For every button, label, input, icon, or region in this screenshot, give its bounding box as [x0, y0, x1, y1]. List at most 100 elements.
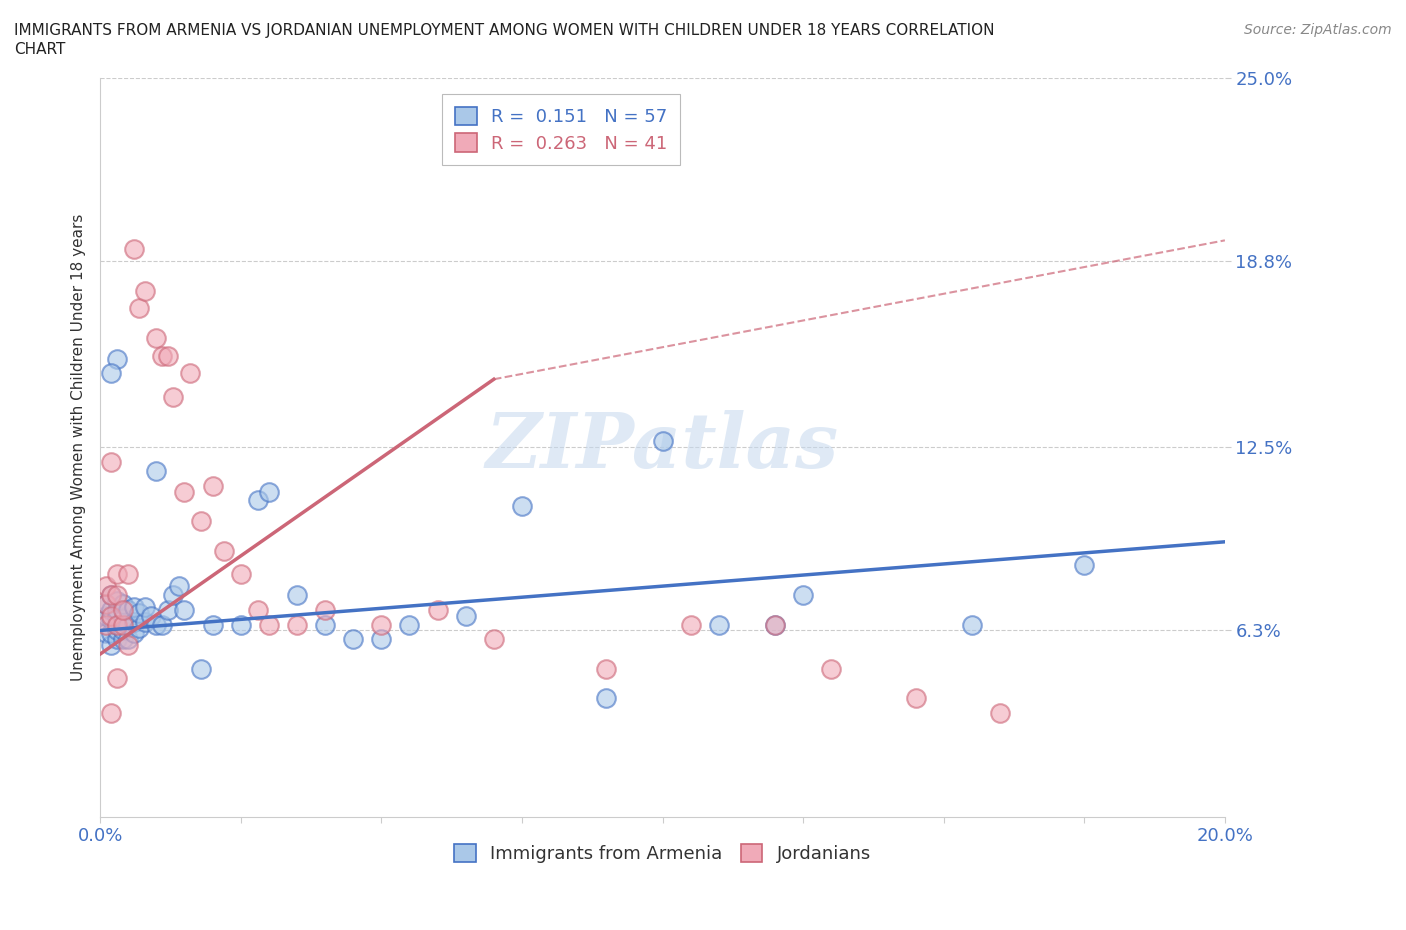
Point: [128, 301, 150, 316]
Point: [105, 567, 128, 582]
Point: [105, 618, 128, 632]
Point: [117, 603, 139, 618]
Point: [111, 618, 134, 632]
Point: [94, 578, 117, 593]
Point: [111, 611, 134, 626]
Point: [145, 330, 167, 345]
Point: [229, 567, 252, 582]
Point: [94, 626, 117, 641]
Point: [122, 614, 145, 629]
Point: [128, 605, 150, 620]
Point: [190, 661, 212, 676]
Point: [510, 498, 533, 513]
Point: [398, 618, 420, 632]
Point: [117, 618, 139, 632]
Point: [117, 567, 139, 582]
Point: [285, 588, 308, 603]
Point: [100, 706, 122, 721]
Point: [105, 593, 128, 608]
Point: [105, 631, 128, 646]
Point: [105, 608, 128, 623]
Point: [94, 618, 117, 632]
Point: [285, 618, 308, 632]
Point: [100, 365, 122, 380]
Point: [179, 365, 201, 380]
Point: [122, 626, 145, 641]
Point: [201, 478, 224, 493]
Point: [314, 603, 336, 618]
Point: [595, 691, 617, 706]
Point: [370, 618, 392, 632]
Point: [94, 596, 117, 611]
Point: [820, 661, 842, 676]
Point: [960, 618, 983, 632]
Point: [482, 631, 505, 646]
Point: [117, 631, 139, 646]
Point: [162, 588, 184, 603]
Point: [763, 618, 786, 632]
Text: IMMIGRANTS FROM ARMENIA VS JORDANIAN UNEMPLOYMENT AMONG WOMEN WITH CHILDREN UNDE: IMMIGRANTS FROM ARMENIA VS JORDANIAN UNE…: [14, 23, 994, 38]
Point: [707, 618, 730, 632]
Point: [201, 618, 224, 632]
Point: [105, 603, 128, 618]
Point: [100, 588, 122, 603]
Point: [100, 611, 122, 626]
Point: [122, 599, 145, 614]
Point: [117, 638, 139, 653]
Point: [342, 631, 364, 646]
Point: [111, 596, 134, 611]
Point: [173, 603, 195, 618]
Point: [162, 390, 184, 405]
Text: Source: ZipAtlas.com: Source: ZipAtlas.com: [1244, 23, 1392, 37]
Point: [105, 352, 128, 366]
Point: [763, 618, 786, 632]
Point: [100, 608, 122, 623]
Point: [167, 578, 190, 593]
Point: [904, 691, 927, 706]
Point: [128, 620, 150, 635]
Legend: Immigrants from Armenia, Jordanians: Immigrants from Armenia, Jordanians: [447, 837, 879, 870]
Point: [134, 614, 156, 629]
Point: [156, 348, 179, 363]
Point: [134, 283, 156, 298]
Point: [134, 599, 156, 614]
Point: [145, 463, 167, 478]
Point: [246, 603, 269, 618]
Point: [145, 618, 167, 632]
Point: [792, 588, 814, 603]
Point: [173, 485, 195, 499]
Point: [105, 618, 128, 632]
Point: [105, 623, 128, 638]
Point: [111, 631, 134, 646]
Text: ZIPatlas: ZIPatlas: [486, 410, 839, 485]
Point: [100, 638, 122, 653]
Point: [100, 455, 122, 470]
Point: [139, 608, 162, 623]
Point: [100, 626, 122, 641]
Text: CHART: CHART: [14, 42, 66, 57]
Point: [150, 348, 173, 363]
Point: [212, 543, 235, 558]
Point: [257, 618, 280, 632]
Point: [105, 588, 128, 603]
Point: [370, 631, 392, 646]
Point: [314, 618, 336, 632]
Point: [229, 618, 252, 632]
Point: [246, 493, 269, 508]
Point: [679, 618, 702, 632]
Point: [190, 513, 212, 528]
Point: [454, 608, 477, 623]
Point: [111, 603, 134, 618]
Point: [651, 434, 673, 449]
Point: [111, 623, 134, 638]
Point: [1073, 558, 1095, 573]
Point: [595, 661, 617, 676]
Point: [988, 706, 1011, 721]
Point: [105, 671, 128, 685]
Point: [94, 596, 117, 611]
Point: [100, 588, 122, 603]
Point: [122, 242, 145, 257]
Point: [156, 603, 179, 618]
Point: [150, 618, 173, 632]
Point: [426, 603, 449, 618]
